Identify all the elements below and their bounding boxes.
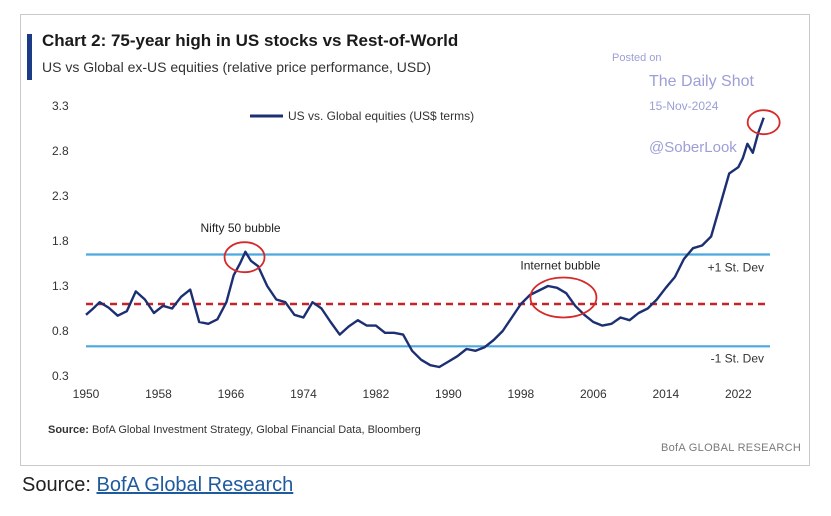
chart-source-note: Source: BofA Global Investment Strategy,… — [48, 424, 421, 436]
watermark-handle: @SoberLook — [649, 139, 737, 156]
source-note-text: BofA Global Investment Strategy, Global … — [92, 424, 421, 436]
x-tick-label: 2014 — [652, 387, 679, 401]
internet-bubble-label: Internet bubble — [520, 259, 600, 273]
chart-title: Chart 2: 75-year high in US stocks vs Re… — [42, 31, 459, 50]
x-tick-label: 1974 — [290, 387, 317, 401]
y-tick-label: 0.8 — [52, 324, 69, 338]
x-tick-label: 1998 — [508, 387, 535, 401]
y-tick-label: 0.3 — [52, 369, 69, 383]
reference-lines: +1 St. Dev -1 St. Dev — [86, 253, 770, 365]
recent-high-circle — [746, 109, 781, 136]
x-tick-label: 1950 — [73, 387, 100, 401]
chart-subtitle: US vs Global ex-US equities (relative pr… — [42, 59, 432, 75]
y-tick-label: 1.8 — [52, 234, 69, 248]
series-layer — [85, 117, 765, 369]
y-tick-label: 3.3 — [52, 99, 69, 113]
legend: US vs. Global equities (US$ terms) — [250, 109, 474, 123]
x-tick-label: 2022 — [725, 387, 752, 401]
y-tick-label: 1.3 — [52, 279, 69, 293]
x-tick-label: 1990 — [435, 387, 462, 401]
chart-card — [20, 14, 810, 466]
nifty-bubble-circle — [223, 241, 266, 274]
title-accent-bar — [27, 34, 32, 80]
page-source-label: Source: — [22, 474, 91, 496]
page-source: Source: BofA Global Research — [22, 474, 293, 497]
y-tick-label: 2.8 — [52, 144, 69, 158]
x-tick-label: 2006 — [580, 387, 607, 401]
x-tick-label: 1958 — [145, 387, 172, 401]
watermark-posted: Posted on — [612, 52, 662, 64]
source-note-label: Source: — [48, 424, 89, 436]
y-axis-ticks: 0.3 0.8 1.3 1.8 2.3 2.8 3.3 — [52, 99, 69, 383]
y-tick-label: 2.3 — [52, 189, 69, 203]
x-axis-ticks: 1950 1958 1966 1974 1982 1990 1998 2006 2014 2022 — [73, 387, 752, 401]
series-line — [85, 117, 765, 369]
x-tick-label: 1982 — [363, 387, 390, 401]
std-dev-label: -1 St. Dev — [711, 351, 764, 365]
watermark-date: 15-Nov-2024 — [649, 99, 719, 113]
annotations-layer: Nifty 50 bubble Internet bubble — [201, 109, 781, 319]
internet-bubble-circle — [529, 276, 598, 319]
std-dev-label: +1 St. Dev — [708, 261, 764, 275]
legend-label: US vs. Global equities (US$ terms) — [288, 109, 474, 123]
watermark-site: The Daily Shot — [649, 73, 754, 90]
brand-label: BofA GLOBAL RESEARCH — [661, 442, 802, 454]
x-tick-label: 1966 — [218, 387, 245, 401]
page-source-link[interactable]: BofA Global Research — [96, 474, 294, 496]
nifty-bubble-label: Nifty 50 bubble — [201, 221, 281, 235]
